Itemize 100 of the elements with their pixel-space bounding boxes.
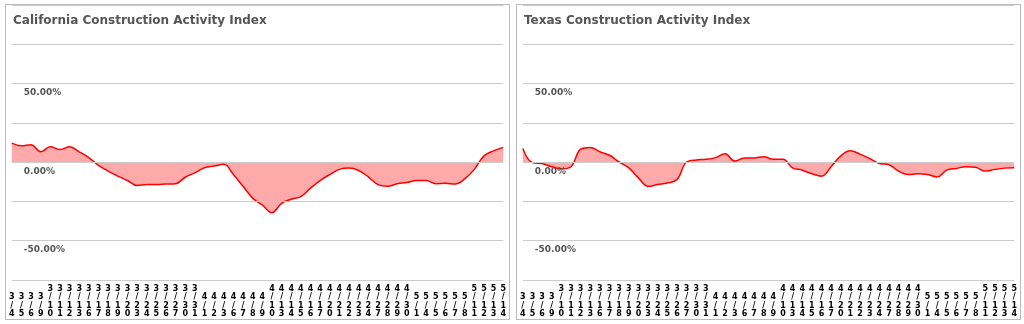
x-tick-label: 4/23 [355,283,362,319]
x-tick-label: 5/13 [490,283,497,319]
x-tick-label: 4/15 [809,283,816,319]
x-tick-label: 3/5 [18,292,25,319]
x-tick-label: 5/13 [1001,283,1008,319]
x-tick-label: 5/5 [432,292,439,319]
x-tick-label: 4/17 [828,283,835,319]
x-tick-label: 5/6 [442,292,449,319]
x-tick-label: 4/1 4 [799,283,806,319]
x-tick-label: 5/4 [423,292,430,319]
x-tick-label: 4/7 [751,292,758,319]
x-tick-label: 4/29 [394,283,401,319]
x-tick-label: 5/11 [471,283,478,319]
x-tick-label: 5/6 [953,292,960,319]
x-tick-label: 4/1 [201,292,208,319]
x-tick-label: 4/20 [837,283,844,319]
x-tick-label: 4/16 [307,283,314,319]
x-tick-label: 4/6 [230,292,237,319]
x-tick-label: 3/4 [8,292,15,319]
x-tick-label: 5/5 [943,292,950,319]
x-tick-label: 3/30 [693,283,700,319]
x-tick-label: 3/10 [47,283,54,319]
x-tick-label: 4/28 [895,283,902,319]
x-tick-label: 5/8 [461,292,468,319]
x-tick-label: 4/3 [220,292,227,319]
x-tick-label: 3/31 [192,283,199,319]
x-tick-label: 3/6 [28,292,35,319]
x-tick-label: 4/21 [847,283,854,319]
x-tick-label: 4/15 [298,283,305,319]
x-tick-label: 4/9 [770,292,777,319]
x-tick-label: 4/7 [240,292,247,319]
x-tick-label: 4/20 [326,283,333,319]
x-tick-label: 3/25 [664,283,671,319]
x-tick-label: 4/16 [818,283,825,319]
x-tick-label: 3/5 [529,292,536,319]
x-tick-label: 4/1 [712,292,719,319]
x-tick-label: 3/31 [703,283,710,319]
x-tick-label: 4/2 [722,292,729,319]
text: California Construction Activity Index [13,13,267,27]
x-tick-label: 3/26 [674,283,681,319]
x-tick-label: 4/30 [915,283,922,319]
x-tick-label: 3/20 [124,283,131,319]
x-tick-label: 3/24 [654,283,661,319]
x-tick-label: 3/30 [182,283,189,319]
x-tick-label: 3/16 [597,283,604,319]
x-tick-label: 5/7 [452,292,459,319]
x-tick-label: 4/14 [288,283,295,319]
x-tick-label: 4/10 [780,283,787,319]
x-tick-label: 3/20 [635,283,642,319]
x-tick-label: 3/11 [568,283,575,319]
y-tick-label: 0.00% [534,165,567,176]
x-tick-label: 4/27 [375,283,382,319]
x-tick-label: 4/10 [269,283,276,319]
x-tick-label: 3/10 [558,283,565,319]
x-tick-label: 4 / 3 [731,292,738,319]
x-tick-label: 3/17 [606,283,613,319]
x-tick-label: 4/30 [404,283,411,319]
x-tick-label: 3/12 [577,283,584,319]
x-tick-label: 5/14 [1011,283,1018,319]
x-tick-label: 3/26 [163,283,170,319]
x-tick-label: 3/4 [519,292,526,319]
x-tick-label: 3/6 [539,292,546,319]
x-tick-label: 3/19 [114,283,121,319]
x-tick-label: 3/12 [66,283,73,319]
y-tick-label: 50.00% [534,87,573,97]
x-tick-label: 4/24 [365,283,372,319]
x-tick-label: 5/12 [481,283,488,319]
x-tick-label: 3/18 [105,283,112,319]
x-tick-label: 4/29 [905,283,912,319]
x-tick-label: 3/27 [683,283,690,319]
x-tick-label: 4/2 4 [876,283,883,319]
x-tick-label: 5/11 [982,283,989,319]
x-tick-label: 4/6 [741,292,748,319]
y-tick-label: -50.00% [534,244,577,254]
x-tick-label: 3/9 [37,292,44,319]
x-tick-label: 3/27 [172,283,179,319]
x-tick-label: 5/1 [413,292,420,319]
x-tick-label: 5/7 [963,292,970,319]
x-tick-label: 4/27 [886,283,893,319]
x-tick-label: 4/22 [857,283,864,319]
x-tick-label: 4/8 [249,292,256,319]
x-tick-label: 4/17 [317,283,324,319]
x-tick-label: 3/18 [616,283,623,319]
x-tick-label: 3/23 [134,283,140,319]
x-tick-label: 3/9 [548,292,555,319]
x-tick-label: 5/1 [924,292,931,319]
x-tick-label: 4/8 [760,292,767,319]
x-tick-label: 4/13 [789,283,796,319]
x-tick-label: 4/9 [259,292,266,319]
x-tick-label: 4 / 2 [211,292,218,319]
x-tick-label: 3/24 [143,283,150,319]
x-tick-label: 3/25 [153,283,160,319]
x-tick-label: 3/11 [57,283,64,319]
text: Texas Construction Activity Index [524,13,751,27]
x-tick-label: 3/13 [76,283,83,319]
x-tick-label: 3/19 [625,283,632,319]
x-tick-label: 5/12 [992,283,999,319]
y-tick-label: -50.00% [23,244,66,254]
x-tick-label: 3/23 [645,283,651,319]
x-tick-label: 4/28 [384,283,391,319]
